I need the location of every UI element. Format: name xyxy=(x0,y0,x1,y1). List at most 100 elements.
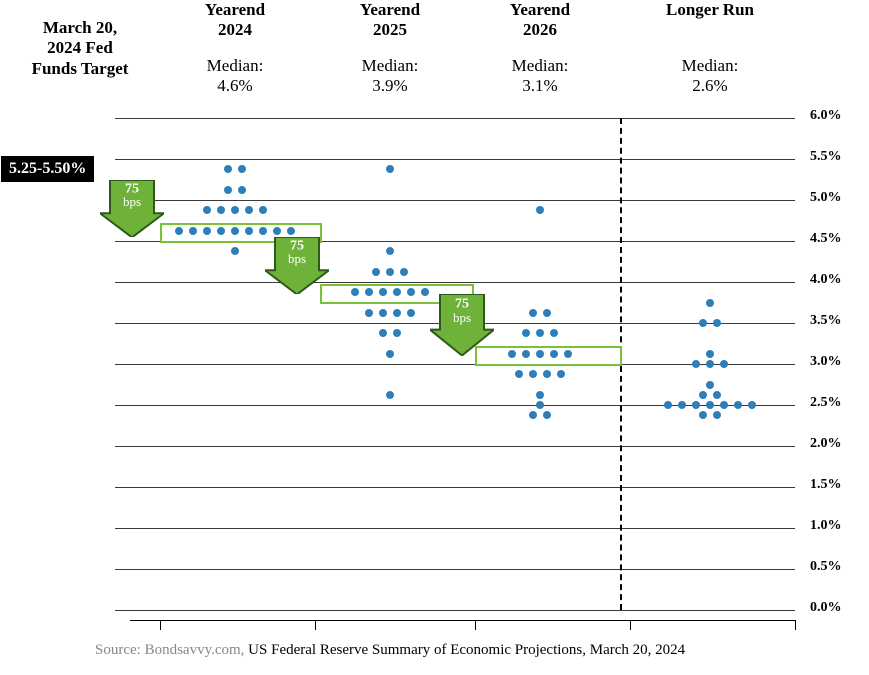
x-axis-tick xyxy=(795,620,796,630)
projection-dot xyxy=(536,401,544,409)
col-header-top: Yearend xyxy=(175,0,295,20)
projection-dot xyxy=(529,370,537,378)
projection-dot xyxy=(372,268,380,276)
col-header-longrun: Longer Run xyxy=(650,0,770,20)
col-header-top: Longer Run xyxy=(650,0,770,20)
projection-dot xyxy=(245,206,253,214)
projection-dot xyxy=(706,360,714,368)
projection-dot xyxy=(692,360,700,368)
svg-text:bps: bps xyxy=(288,251,306,266)
median-label: Median: xyxy=(175,56,295,76)
y-axis-label: 0.5% xyxy=(810,559,842,575)
projection-dot xyxy=(543,309,551,317)
projection-dot xyxy=(259,206,267,214)
y-axis-label: 0.0% xyxy=(810,600,842,616)
projection-dot xyxy=(706,350,714,358)
source-prefix: Source: Bondsavvy.com, xyxy=(95,642,248,658)
projection-dot xyxy=(393,329,401,337)
y-axis-label: 1.0% xyxy=(810,518,842,534)
median-label: Median: xyxy=(480,56,600,76)
projection-dot xyxy=(713,319,721,327)
projection-dot xyxy=(175,227,183,235)
col-header-bottom: 2024 xyxy=(175,20,295,40)
projection-dot xyxy=(515,370,523,378)
projection-dot xyxy=(224,165,232,173)
projection-dot xyxy=(238,186,246,194)
gridline xyxy=(115,528,795,529)
bps-arrow-1: 75bps xyxy=(100,180,164,237)
projection-dot xyxy=(203,227,211,235)
projection-dot xyxy=(189,227,197,235)
projection-dot xyxy=(713,391,721,399)
median-label: Median: xyxy=(650,56,770,76)
x-axis-tick xyxy=(315,620,316,630)
col-header-y2025: Yearend2025 xyxy=(330,0,450,41)
projection-dot xyxy=(536,329,544,337)
x-axis-tick xyxy=(475,620,476,630)
projection-dot xyxy=(536,206,544,214)
x-axis-tick xyxy=(630,620,631,630)
x-axis-line xyxy=(130,620,795,621)
projection-dot xyxy=(386,165,394,173)
projection-dot xyxy=(522,350,530,358)
col-header-bottom: 2025 xyxy=(330,20,450,40)
projection-dot xyxy=(379,309,387,317)
projection-dot xyxy=(379,329,387,337)
y-axis-label: 5.5% xyxy=(810,149,842,165)
bps-arrow-2: 75bps xyxy=(265,237,329,294)
projection-dot xyxy=(400,268,408,276)
current-target-text: 5.25-5.50% xyxy=(9,160,86,177)
projection-dot xyxy=(664,401,672,409)
projection-dot xyxy=(543,370,551,378)
y-axis-label: 1.5% xyxy=(810,477,842,493)
projection-dot xyxy=(557,370,565,378)
projection-dot xyxy=(217,206,225,214)
median-label: Median: xyxy=(330,56,450,76)
projection-dot xyxy=(550,329,558,337)
source-main: US Federal Reserve Summary of Economic P… xyxy=(248,642,685,658)
gridline xyxy=(115,569,795,570)
projection-dot xyxy=(536,350,544,358)
gridline xyxy=(115,610,795,611)
median-value: 4.6% xyxy=(175,76,295,96)
fed-dot-plot-chart: March 20,2024 FedFunds Target Yearend202… xyxy=(0,0,869,675)
projection-dot xyxy=(529,411,537,419)
col-median-y2025: Median:3.9% xyxy=(330,56,450,97)
projection-dot xyxy=(699,411,707,419)
projection-dot xyxy=(564,350,572,358)
projection-dot xyxy=(245,227,253,235)
projection-dot xyxy=(678,401,686,409)
col-median-y2026: Median:3.1% xyxy=(480,56,600,97)
projection-dot xyxy=(699,391,707,399)
projection-dot xyxy=(734,401,742,409)
projection-dot xyxy=(720,360,728,368)
projection-dot xyxy=(273,227,281,235)
projection-dot xyxy=(720,401,728,409)
gridline xyxy=(115,446,795,447)
y-axis-label: 2.5% xyxy=(810,395,842,411)
title-line-2: 2024 Fed xyxy=(20,38,140,58)
x-axis-tick xyxy=(160,620,161,630)
gridline xyxy=(115,487,795,488)
projection-dot xyxy=(706,381,714,389)
median-box-y2026 xyxy=(475,346,622,366)
svg-text:bps: bps xyxy=(453,310,471,325)
projection-dot xyxy=(508,350,516,358)
projection-dot xyxy=(217,227,225,235)
col-header-top: Yearend xyxy=(480,0,600,20)
y-axis-label: 3.0% xyxy=(810,354,842,370)
col-header-bottom: 2026 xyxy=(480,20,600,40)
projection-dot xyxy=(231,227,239,235)
y-axis-label: 6.0% xyxy=(810,108,842,124)
projection-dot xyxy=(259,227,267,235)
projection-dot xyxy=(386,391,394,399)
projection-dot xyxy=(393,309,401,317)
projection-dot xyxy=(529,309,537,317)
projection-dot xyxy=(224,186,232,194)
projection-dot xyxy=(203,206,211,214)
y-axis-label: 2.0% xyxy=(810,436,842,452)
projection-dot xyxy=(231,206,239,214)
median-value: 3.1% xyxy=(480,76,600,96)
projection-dot xyxy=(238,165,246,173)
projection-dot xyxy=(692,401,700,409)
